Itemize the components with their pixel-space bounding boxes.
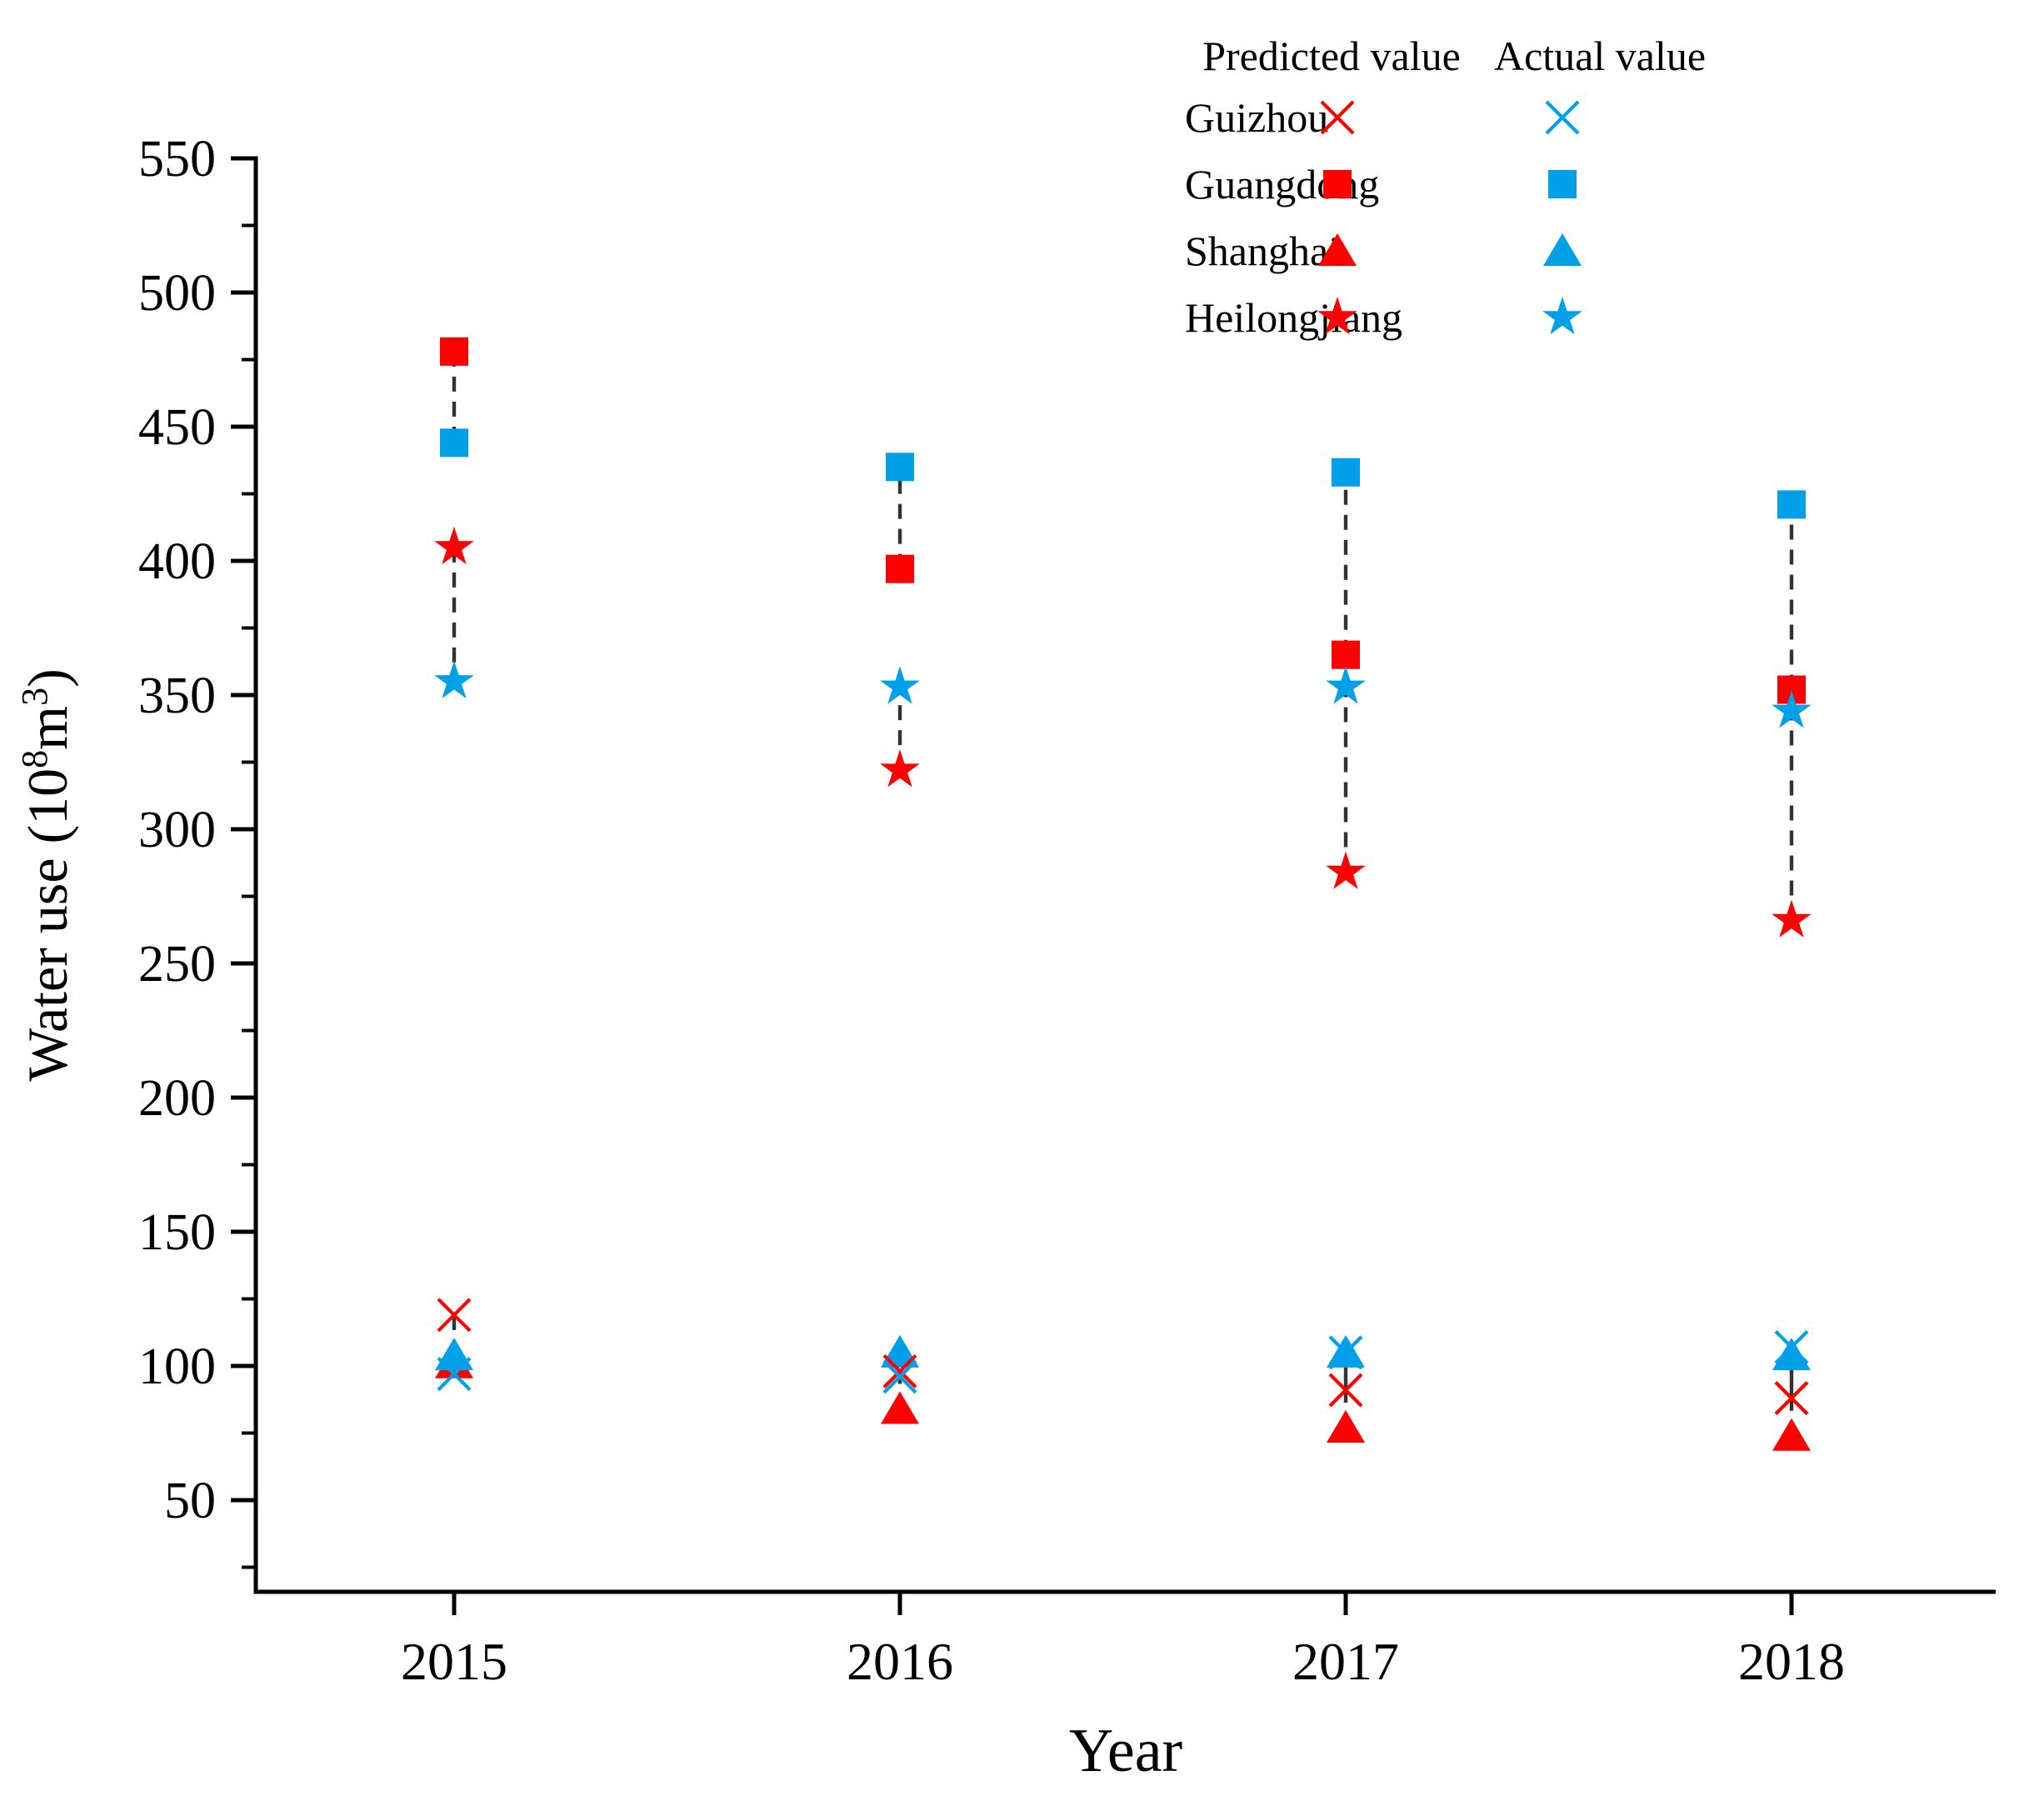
connectors: [452, 351, 1794, 1436]
marker-guizhou-actual-2018: [1774, 1329, 1809, 1364]
marker-guangdong-actual-2017: [1332, 458, 1360, 487]
marker-heilongjiang-actual-2015: [434, 660, 474, 699]
marker-shanghai-predicted-2018: [1772, 1418, 1811, 1451]
legend: Predicted value Actual value Guizhou Guangd…: [1185, 33, 1706, 341]
marker-guizhou-predicted-2016: [882, 1353, 917, 1388]
legend-marker-guangdong-actual: [1548, 170, 1577, 198]
legend-row-guangdong: Guangdong: [1185, 161, 1577, 208]
y-tick-label-250: 250: [138, 936, 216, 993]
legend-row-shanghai: Shanghai: [1185, 228, 1582, 274]
y-tick-label-400: 400: [138, 533, 216, 590]
marker-guizhou-predicted-2018: [1774, 1381, 1809, 1416]
marker-guangdong-predicted-2017: [1332, 640, 1360, 669]
marker-guangdong-actual-2015: [440, 428, 468, 458]
y-tick-label-300: 300: [138, 802, 216, 858]
marker-guizhou-actual-2017: [1328, 1335, 1363, 1370]
axes: 550 500 450 400 350 300 250 200 150 100 50 2015 2016…: [138, 131, 1996, 1691]
y-tick-label-500: 500: [138, 265, 216, 322]
x-tick-label-2015: 2015: [401, 1632, 507, 1691]
legend-header-predicted: Predicted value: [1202, 33, 1461, 79]
marker-heilongjiang-predicted-2016: [880, 749, 920, 788]
x-tick-label-2016: 2016: [847, 1632, 953, 1691]
marker-guangdong-actual-2016: [886, 453, 914, 482]
marker-heilongjiang-actual-2016: [880, 666, 920, 704]
marker-heilongjiang-predicted-2017: [1326, 851, 1366, 889]
y-tick-label-350: 350: [138, 668, 216, 724]
marker-shanghai-actual-2015: [435, 1338, 473, 1371]
legend-label-shanghai: Shanghai: [1185, 228, 1340, 274]
marker-guangdong-predicted-2015: [440, 337, 468, 366]
x-tick-label-2017: 2017: [1292, 1632, 1399, 1691]
legend-header-actual: Actual value: [1494, 33, 1706, 79]
marker-heilongjiang-actual-2018: [1772, 690, 1812, 728]
legend-marker-guizhou-actual: [1545, 100, 1580, 135]
legend-marker-shanghai-predicted: [1318, 233, 1357, 266]
marker-shanghai-predicted-2017: [1327, 1410, 1365, 1443]
y-tick-label-100: 100: [138, 1338, 216, 1395]
legend-label-guizhou: Guizhou: [1185, 94, 1328, 141]
legend-marker-heilongjiang-actual: [1542, 297, 1582, 335]
x-axis-title: Year: [1069, 1717, 1182, 1785]
legend-marker-guizhou-predicted: [1320, 100, 1355, 135]
marker-heilongjiang-actual-2017: [1326, 666, 1366, 704]
marker-heilongjiang-predicted-2015: [434, 526, 474, 565]
y-tick-label-550: 550: [138, 131, 216, 188]
marker-shanghai-predicted-2016: [881, 1391, 919, 1424]
marker-guizhou-predicted-2017: [1328, 1373, 1363, 1408]
y-axis-title: Water use (108m3): [14, 668, 79, 1082]
y-tick-label-150: 150: [138, 1204, 216, 1261]
legend-marker-guangdong-predicted: [1323, 170, 1352, 198]
marker-guangdong-predicted-2016: [886, 554, 914, 583]
legend-row-heilongjiang: Heilongjiang: [1185, 294, 1582, 341]
marker-shanghai-actual-2018: [1772, 1338, 1811, 1371]
y-tick-label-450: 450: [138, 399, 216, 456]
x-tick-label-2018: 2018: [1738, 1632, 1845, 1691]
y-tick-label-50: 50: [164, 1473, 216, 1529]
legend-marker-heilongjiang-predicted: [1317, 297, 1357, 335]
marker-guangdong-actual-2018: [1777, 490, 1806, 519]
marker-guizhou-predicted-2015: [437, 1298, 472, 1333]
marker-guizhou-actual-2016: [882, 1359, 917, 1394]
legend-marker-shanghai-actual: [1543, 233, 1582, 266]
marker-guizhou-actual-2015: [437, 1357, 472, 1392]
legend-row-guizhou: Guizhou: [1185, 94, 1580, 141]
marker-heilongjiang-predicted-2018: [1772, 899, 1812, 938]
legend-label-heilongjiang: Heilongjiang: [1185, 294, 1402, 341]
data-points: [434, 337, 1812, 1451]
y-tick-label-200: 200: [138, 1070, 216, 1127]
